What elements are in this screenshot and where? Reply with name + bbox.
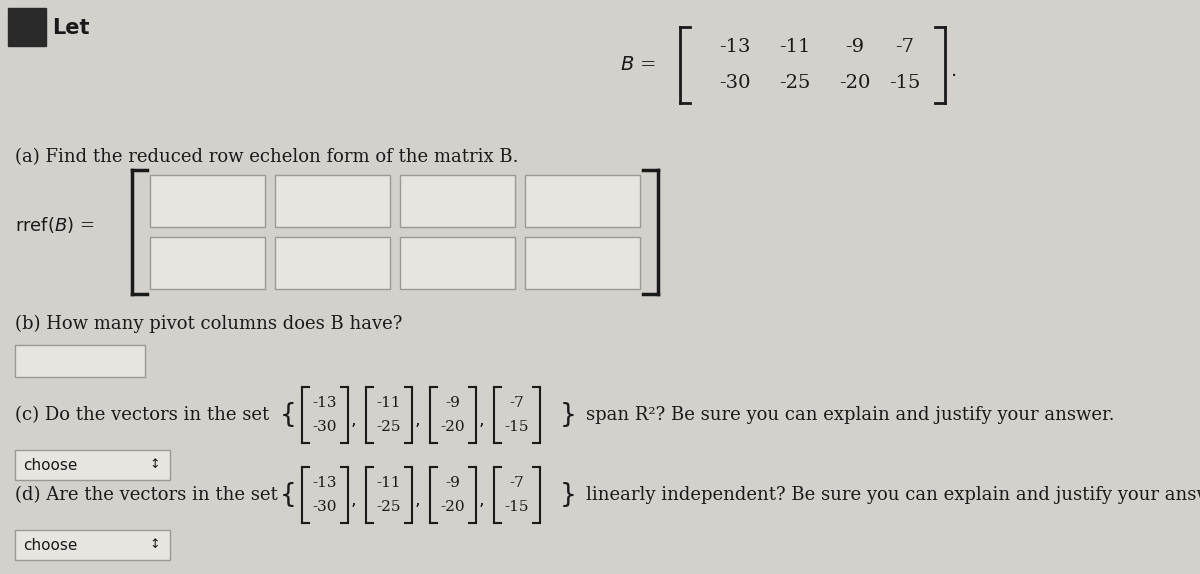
- FancyBboxPatch shape: [275, 175, 390, 227]
- Text: -7: -7: [510, 396, 524, 410]
- Text: -30: -30: [719, 74, 751, 92]
- FancyBboxPatch shape: [526, 175, 640, 227]
- Text: .: .: [952, 60, 958, 80]
- Text: -11: -11: [779, 38, 811, 56]
- Text: $B$ =: $B$ =: [620, 56, 656, 74]
- FancyBboxPatch shape: [275, 237, 390, 289]
- Text: -9: -9: [445, 396, 461, 410]
- Text: -30: -30: [313, 420, 337, 434]
- Text: -30: -30: [313, 500, 337, 514]
- Text: linearly independent? Be sure you can explain and justify your answer.: linearly independent? Be sure you can ex…: [586, 486, 1200, 504]
- FancyBboxPatch shape: [14, 450, 170, 480]
- Text: choose: choose: [23, 537, 77, 553]
- Text: Let: Let: [52, 18, 90, 38]
- Text: $\mathrm{rref}(B)$ =: $\mathrm{rref}(B)$ =: [14, 215, 95, 235]
- Text: ,: ,: [479, 491, 485, 509]
- Text: (a) Find the reduced row echelon form of the matrix B.: (a) Find the reduced row echelon form of…: [14, 148, 518, 166]
- Text: ,: ,: [352, 491, 356, 509]
- FancyBboxPatch shape: [14, 530, 170, 560]
- Text: -7: -7: [895, 38, 914, 56]
- Text: }: }: [560, 482, 577, 508]
- Text: -20: -20: [440, 500, 466, 514]
- Text: (c) Do the vectors in the set: (c) Do the vectors in the set: [14, 406, 269, 424]
- Text: -25: -25: [779, 74, 811, 92]
- Text: -9: -9: [846, 38, 864, 56]
- Text: choose: choose: [23, 457, 77, 472]
- Text: -20: -20: [839, 74, 871, 92]
- Text: -13: -13: [719, 38, 751, 56]
- FancyBboxPatch shape: [8, 8, 46, 46]
- Text: }: }: [560, 402, 577, 428]
- Text: -15: -15: [505, 500, 529, 514]
- Text: -11: -11: [377, 396, 401, 410]
- Text: -25: -25: [377, 500, 401, 514]
- Text: -9: -9: [445, 476, 461, 490]
- Text: -13: -13: [313, 396, 337, 410]
- Text: {: {: [280, 402, 296, 428]
- FancyBboxPatch shape: [150, 175, 265, 227]
- Text: (d) Are the vectors in the set: (d) Are the vectors in the set: [14, 486, 277, 504]
- FancyBboxPatch shape: [400, 237, 515, 289]
- FancyBboxPatch shape: [400, 175, 515, 227]
- Text: -7: -7: [510, 476, 524, 490]
- Text: -20: -20: [440, 420, 466, 434]
- Text: ,: ,: [479, 411, 485, 429]
- Text: -11: -11: [377, 476, 401, 490]
- Text: ,: ,: [415, 491, 421, 509]
- Text: -15: -15: [505, 420, 529, 434]
- Text: ,: ,: [352, 411, 356, 429]
- Text: -25: -25: [377, 420, 401, 434]
- Text: -13: -13: [313, 476, 337, 490]
- Text: -15: -15: [889, 74, 920, 92]
- FancyBboxPatch shape: [14, 345, 145, 377]
- FancyBboxPatch shape: [526, 237, 640, 289]
- Text: ↕: ↕: [150, 538, 161, 552]
- Text: (b) How many pivot columns does B have?: (b) How many pivot columns does B have?: [14, 315, 402, 333]
- Text: ↕: ↕: [150, 459, 161, 471]
- Text: {: {: [280, 482, 296, 508]
- FancyBboxPatch shape: [150, 237, 265, 289]
- Text: ,: ,: [415, 411, 421, 429]
- Text: span R²? Be sure you can explain and justify your answer.: span R²? Be sure you can explain and jus…: [586, 406, 1115, 424]
